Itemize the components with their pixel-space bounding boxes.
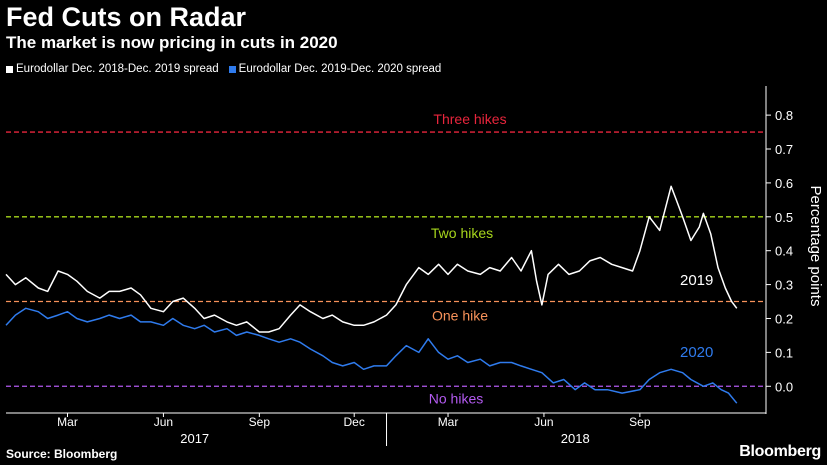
series-line-2019 [5,185,738,333]
x-tick-label-2: Sep [249,415,271,429]
x-tick-label-0: Mar [57,415,78,429]
legend-item-2020: Eurodollar Dec. 2019-Dec. 2020 spread [228,63,442,75]
y-tick-label-6: 0.2 [775,311,793,326]
x-tick-label-1: Jun [154,415,173,429]
legend-swatch-2020 [228,65,236,73]
year-label-1: 2018 [561,431,590,446]
y-tick-label-8: 0.0 [775,379,793,394]
series-line-2020 [5,307,738,404]
y-tick-label-1: 0.7 [775,142,793,157]
y-axis-title: Percentage points [807,186,824,307]
x-tick-label-5: Jun [534,415,553,429]
legend-label-2020: Eurodollar Dec. 2019-Dec. 2020 spread [238,63,442,75]
reference-label-1: Two hikes [431,225,493,241]
x-tick-label-6: Sep [629,415,651,429]
chart-subtitle: The market is now pricing in cuts in 202… [6,33,338,52]
y-tick-label-2: 0.6 [775,176,793,191]
source-note: Source: Bloomberg [6,447,118,461]
series-end-label-2020: 2020 [680,344,713,361]
chart-title: Fed Cuts on Radar [6,2,247,32]
y-tick-label-4: 0.4 [775,244,793,259]
bloomberg-logo: Bloomberg [739,443,821,460]
year-label-0: 2017 [180,431,209,446]
chart-legend: Eurodollar Dec. 2018-Dec. 2019 spread Eu… [6,63,451,75]
series-end-label-2019: 2019 [680,272,713,289]
reference-label-2: One hike [432,308,488,324]
legend-swatch-2019 [6,65,13,73]
reference-label-0: Three hikes [433,111,506,127]
y-tick-label-5: 0.3 [775,278,793,293]
x-tick-label-3: Dec [344,415,365,429]
legend-label-2019: Eurodollar Dec. 2018-Dec. 2019 spread [16,63,219,75]
y-tick-label-0: 0.8 [775,108,793,123]
legend-item-2019: Eurodollar Dec. 2018-Dec. 2019 spread [6,63,219,75]
x-tick-label-4: Mar [438,415,459,429]
reference-label-3: No hikes [429,390,483,406]
y-tick-label-7: 0.1 [775,345,793,360]
y-tick-label-3: 0.5 [775,210,793,225]
